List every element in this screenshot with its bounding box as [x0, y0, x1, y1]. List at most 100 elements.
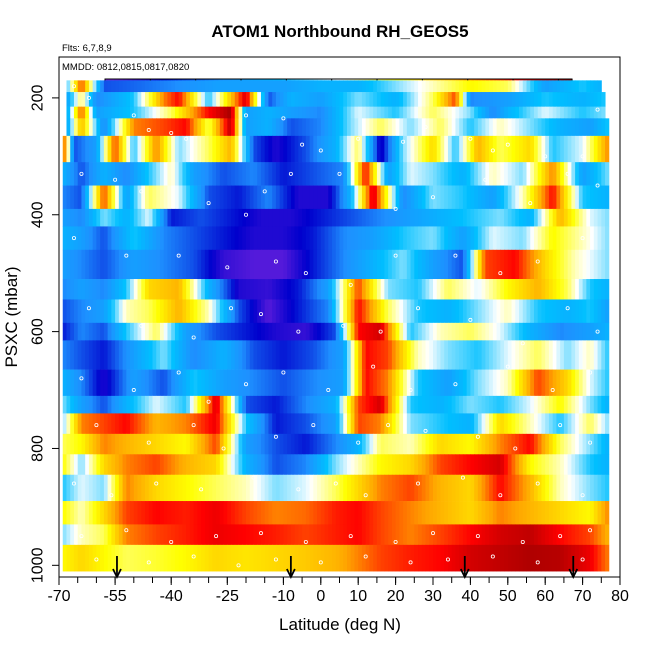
- heatmap-cell: [320, 208, 326, 227]
- heatmap-cell: [556, 340, 561, 370]
- heatmap-cell: [268, 106, 273, 119]
- heatmap-cell: [373, 395, 378, 414]
- heatmap-cell: [111, 544, 116, 572]
- observation-point: [408, 388, 413, 393]
- heatmap-cell: [88, 135, 94, 163]
- heatmap-cell: [485, 185, 490, 210]
- heatmap-cell: [515, 92, 520, 107]
- heatmap-cell: [586, 118, 591, 137]
- heatmap-cell: [500, 474, 505, 502]
- heatmap-cell: [73, 249, 79, 280]
- heatmap-cell: [178, 185, 183, 210]
- heatmap-cell: [193, 544, 198, 572]
- heatmap-cell: [343, 544, 348, 572]
- heatmap-cell: [515, 395, 520, 414]
- heatmap-cell: [242, 135, 247, 163]
- heatmap-cell: [283, 413, 288, 435]
- heatmap-cell: [560, 454, 565, 476]
- heatmap-cell: [504, 118, 509, 137]
- heatmap-cell: [231, 413, 236, 435]
- heatmap-cell: [171, 226, 176, 251]
- heatmap-cell: [275, 208, 281, 227]
- heatmap-cell: [309, 544, 314, 572]
- heatmap-cell: [88, 454, 94, 476]
- heatmap-cell: [481, 279, 486, 300]
- heatmap-cell: [178, 395, 183, 414]
- heatmap-cell: [275, 226, 281, 251]
- heatmap-cell: [305, 279, 311, 300]
- heatmap-cell: [470, 185, 475, 210]
- heatmap-cell: [111, 413, 116, 435]
- heatmap-cell: [380, 249, 385, 280]
- heatmap-cell: [335, 454, 340, 476]
- heatmap-cell: [414, 454, 419, 476]
- heatmap-cell: [279, 162, 284, 186]
- heatmap-cell: [567, 369, 572, 397]
- heatmap-cell: [257, 369, 262, 397]
- heatmap-cell: [358, 279, 363, 300]
- heatmap-cell: [257, 162, 262, 186]
- heatmap-cell: [298, 340, 303, 370]
- heatmap-cell: [350, 544, 355, 572]
- heatmap-cell: [361, 322, 367, 341]
- observation-point: [588, 528, 593, 533]
- heatmap-cell: [541, 135, 546, 163]
- heatmap-cell: [365, 185, 370, 210]
- heatmap-cell: [324, 369, 329, 397]
- heatmap-cell: [66, 299, 71, 324]
- heatmap-cell: [414, 208, 419, 227]
- heatmap-cell: [171, 80, 176, 93]
- heatmap-cell: [275, 185, 281, 210]
- heatmap-cell: [418, 92, 423, 107]
- heatmap-cell: [163, 501, 168, 525]
- heatmap-cell: [533, 340, 539, 370]
- heatmap-cell: [541, 185, 546, 210]
- heatmap-cell: [391, 106, 397, 119]
- heatmap-cell: [350, 92, 355, 107]
- heatmap-cell: [530, 433, 535, 455]
- heatmap-cell: [324, 106, 329, 119]
- heatmap-cell: [395, 249, 400, 280]
- heatmap-cell: [152, 369, 157, 397]
- heatmap-cell: [92, 208, 97, 227]
- heatmap-cell: [88, 185, 94, 210]
- heatmap-cell: [174, 544, 180, 572]
- heatmap-cell: [272, 279, 277, 300]
- heatmap-cell: [167, 395, 172, 414]
- heatmap-cell: [346, 80, 352, 93]
- heatmap-cell: [275, 299, 281, 324]
- heatmap-cell: [575, 501, 580, 525]
- heatmap-cell: [287, 249, 292, 280]
- heatmap-cell: [302, 208, 307, 227]
- heatmap-cell: [163, 454, 168, 476]
- heatmap-cell: [145, 433, 150, 455]
- heatmap-cell: [522, 395, 527, 414]
- heatmap-cell: [343, 340, 348, 370]
- heatmap-cell: [474, 106, 479, 119]
- heatmap-cell: [350, 279, 355, 300]
- heatmap-cell: [309, 299, 314, 324]
- observation-point: [453, 382, 458, 387]
- heatmap-cell: [81, 299, 86, 324]
- heatmap-cell: [399, 413, 404, 435]
- heatmap-cell: [118, 135, 124, 163]
- heatmap-cell: [115, 322, 120, 341]
- heatmap-cell: [133, 226, 139, 251]
- heatmap-cell: [103, 299, 109, 324]
- heatmap-cell: [537, 185, 542, 210]
- heatmap-cell: [171, 162, 176, 186]
- heatmap-cell: [343, 524, 348, 546]
- heatmap-cell: [586, 544, 591, 572]
- heatmap-cell: [335, 208, 340, 227]
- heatmap-cell: [571, 322, 576, 341]
- heatmap-cell: [530, 501, 535, 525]
- heatmap-cell: [346, 501, 352, 525]
- heatmap-cell: [485, 92, 490, 107]
- heatmap-cell: [444, 80, 449, 93]
- heatmap-cell: [332, 454, 337, 476]
- heatmap-cell: [403, 185, 408, 210]
- heatmap-cell: [511, 118, 516, 137]
- heatmap-cell: [238, 226, 243, 251]
- heatmap-cell: [575, 340, 580, 370]
- heatmap-cell: [418, 226, 423, 251]
